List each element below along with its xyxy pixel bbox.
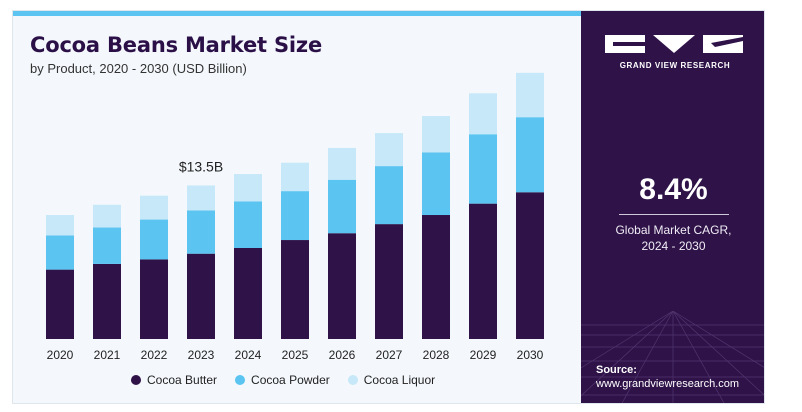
bar-cocoa-liquor-2027 (375, 133, 403, 167)
cagr-label-line2: 2024 - 2030 (641, 239, 706, 253)
bar-cocoa-butter-2024 (234, 248, 262, 339)
bar-cocoa-powder-2021 (93, 227, 121, 264)
source-note: Source: www.grandviewresearch.com (596, 363, 739, 391)
legend-label-cocoa-butter: Cocoa Butter (147, 373, 218, 387)
decorative-grid (581, 311, 764, 403)
bar-cocoa-butter-2028 (422, 215, 450, 339)
bar-cocoa-butter-2025 (281, 240, 309, 339)
x-tick-label-2029: 2029 (470, 348, 497, 362)
x-tick-label-2022: 2022 (141, 348, 168, 362)
chart-legend: Cocoa Butter Cocoa Powder Cocoa Liquor (131, 373, 435, 387)
source-url[interactable]: www.grandviewresearch.com (596, 378, 740, 390)
bar-cocoa-liquor-2026 (328, 147, 356, 180)
legend-label-cocoa-liquor: Cocoa Liquor (363, 373, 436, 387)
bar-cocoa-butter-2030 (516, 192, 544, 339)
bar-cocoa-liquor-2023 (187, 185, 215, 211)
legend-swatch-cocoa-butter (131, 375, 141, 385)
logo-text: GRAND VIEW RESEARCH (619, 61, 731, 70)
legend-swatch-cocoa-powder (235, 375, 246, 385)
legend-item-cocoa-powder: Cocoa Powder (235, 373, 330, 387)
cagr-divider (619, 214, 729, 215)
x-tick-label-2025: 2025 (282, 348, 309, 362)
x-tick-label-2027: 2027 (376, 348, 403, 362)
bar-cocoa-butter-2020 (46, 269, 74, 339)
bar-cocoa-powder-2029 (469, 134, 497, 204)
bar-cocoa-butter-2026 (328, 233, 356, 339)
brand-logo: GRAND VIEW RESEARCH (605, 33, 745, 70)
bar-cocoa-liquor-2022 (140, 195, 168, 220)
bar-cocoa-liquor-2030 (516, 72, 544, 118)
legend-swatch-cocoa-liquor (347, 375, 358, 385)
accent-bar (13, 11, 581, 16)
bar-cocoa-butter-2029 (469, 203, 497, 339)
bar-cocoa-butter-2023 (187, 253, 215, 339)
bar-cocoa-butter-2022 (140, 259, 168, 339)
x-tick-label-2026: 2026 (329, 348, 356, 362)
bar-cocoa-powder-2023 (187, 210, 215, 254)
x-tick-label-2021: 2021 (94, 348, 121, 362)
x-tick-label-2023: 2023 (188, 348, 215, 362)
annotation-2023: $13.5B (179, 158, 223, 174)
x-tick-label-2030: 2030 (517, 348, 544, 362)
x-tick-label-2020: 2020 (47, 348, 74, 362)
bar-cocoa-butter-2021 (93, 263, 121, 339)
bar-cocoa-liquor-2029 (469, 93, 497, 135)
logo-mark-icon (605, 33, 745, 55)
chart-subtitle: by Product, 2020 - 2030 (USD Billion) (30, 61, 247, 76)
bar-cocoa-liquor-2024 (234, 174, 262, 202)
source-label: Source: (596, 364, 637, 376)
chart-title: Cocoa Beans Market Size (30, 33, 322, 57)
bar-cocoa-butter-2027 (375, 224, 403, 339)
bar-cocoa-liquor-2025 (281, 162, 309, 192)
bar-cocoa-powder-2025 (281, 191, 309, 241)
x-tick-label-2028: 2028 (423, 348, 450, 362)
bar-cocoa-liquor-2021 (93, 204, 121, 228)
bar-cocoa-powder-2022 (140, 219, 168, 260)
legend-item-cocoa-liquor: Cocoa Liquor (347, 373, 436, 387)
bar-cocoa-powder-2026 (328, 179, 356, 234)
cagr-label: Global Market CAGR, 2024 - 2030 (581, 222, 764, 254)
x-tick-label-2024: 2024 (235, 348, 262, 362)
stacked-bar-chart: 2020 2021 2022 2023 2024 2025 2026 2027 2028 2029… (46, 72, 544, 362)
cagr-label-line1: Global Market CAGR, (615, 223, 732, 237)
bar-cocoa-powder-2027 (375, 166, 403, 225)
infographic-card: Cocoa Beans Market Size by Product, 2020… (12, 10, 765, 404)
bar-cocoa-powder-2028 (422, 152, 450, 216)
legend-label-cocoa-powder: Cocoa Powder (251, 373, 330, 387)
side-panel: GRAND VIEW RESEARCH 8.4% Global Market C… (581, 11, 764, 403)
bar-cocoa-powder-2024 (234, 201, 262, 248)
legend-item-cocoa-butter: Cocoa Butter (131, 373, 217, 387)
bar-cocoa-powder-2020 (46, 235, 74, 270)
bar-cocoa-powder-2030 (516, 117, 544, 193)
bar-cocoa-liquor-2020 (46, 215, 74, 236)
cagr-value: 8.4% (639, 173, 708, 206)
bar-cocoa-liquor-2028 (422, 116, 450, 153)
